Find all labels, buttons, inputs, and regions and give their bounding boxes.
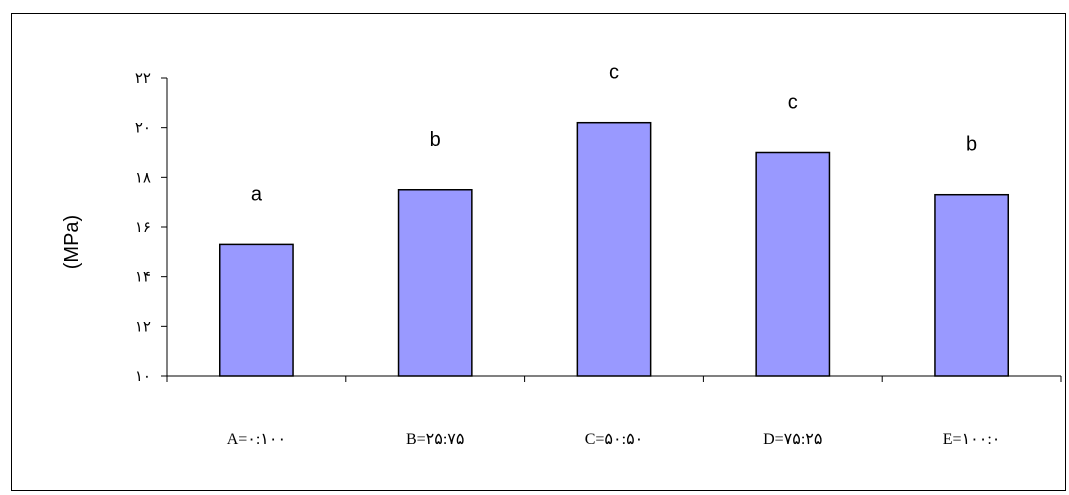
- data-label: b: [966, 134, 977, 156]
- bar: [397, 189, 473, 377]
- category-label: D=۷۵:۲۵: [763, 431, 822, 448]
- data-label: a: [251, 183, 263, 205]
- category-label: E=۱۰۰:۰: [943, 431, 1001, 448]
- bars: [218, 121, 1010, 377]
- bar: [218, 243, 294, 377]
- category-label: A=۰:۱۰۰: [227, 431, 286, 448]
- y-tick-label: ۱۶: [135, 218, 151, 236]
- category-labels: A=۰:۱۰۰ B=۲۵:۷۵ C=۵۰:۵۰ D=۷۵:۲۵ E=۱۰۰:۰: [227, 431, 1001, 448]
- data-label: c: [788, 92, 798, 114]
- x-ticks: [166, 376, 1062, 382]
- y-tick-label: ۲۲: [135, 69, 151, 87]
- bar: [576, 121, 652, 377]
- y-tick-label: ۱۰: [135, 367, 151, 385]
- y-tick-label: ۲۰: [135, 119, 151, 137]
- chart-frame: [11, 13, 1066, 491]
- data-label: b: [430, 129, 441, 151]
- category-label: C=۵۰:۵۰: [585, 431, 644, 448]
- y-tick-label: ۱۸: [135, 168, 151, 186]
- category-label: B=۲۵:۷۵: [406, 431, 465, 448]
- y-axis-title: (MPa): [61, 215, 83, 269]
- y-tick-label: ۱۲: [135, 317, 151, 335]
- y-ticks: ۱۰ ۱۲ ۱۴ ۱۶ ۱۸ ۲۰ ۲۲: [135, 69, 167, 385]
- data-labels: a b c c b: [251, 62, 977, 206]
- data-label: c: [609, 62, 619, 84]
- y-tick-label: ۱۴: [135, 268, 151, 286]
- bar: [755, 151, 831, 377]
- bar: [934, 193, 1010, 377]
